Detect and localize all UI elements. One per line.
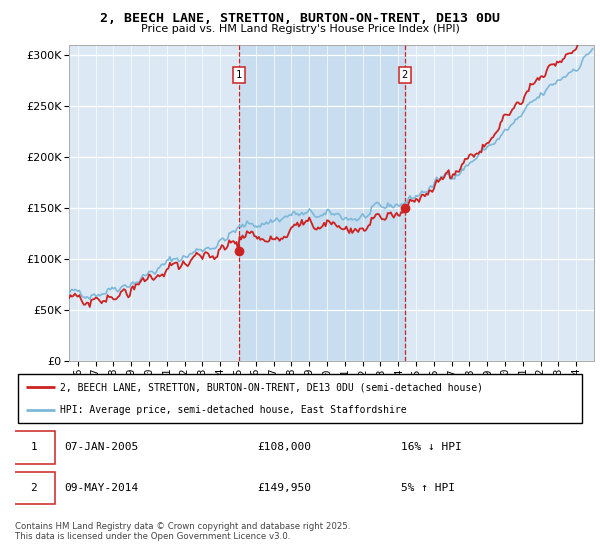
Text: 2: 2	[401, 70, 408, 80]
Text: £108,000: £108,000	[257, 442, 311, 452]
FancyBboxPatch shape	[18, 374, 582, 423]
Text: 5% ↑ HPI: 5% ↑ HPI	[401, 483, 455, 493]
FancyBboxPatch shape	[12, 472, 55, 505]
Text: Price paid vs. HM Land Registry's House Price Index (HPI): Price paid vs. HM Land Registry's House …	[140, 24, 460, 34]
Text: 1: 1	[236, 70, 242, 80]
Text: £149,950: £149,950	[257, 483, 311, 493]
Text: 16% ↓ HPI: 16% ↓ HPI	[401, 442, 461, 452]
Bar	[239, 45, 405, 361]
Text: 2, BEECH LANE, STRETTON, BURTON-ON-TRENT, DE13 0DU: 2, BEECH LANE, STRETTON, BURTON-ON-TRENT…	[100, 12, 500, 25]
FancyBboxPatch shape	[12, 431, 55, 464]
Text: 2: 2	[31, 483, 37, 493]
Text: 1: 1	[31, 442, 37, 452]
Text: HPI: Average price, semi-detached house, East Staffordshire: HPI: Average price, semi-detached house,…	[60, 405, 407, 414]
Text: 09-MAY-2014: 09-MAY-2014	[64, 483, 138, 493]
Text: 07-JAN-2005: 07-JAN-2005	[64, 442, 138, 452]
Text: Contains HM Land Registry data © Crown copyright and database right 2025.
This d: Contains HM Land Registry data © Crown c…	[15, 522, 350, 542]
Text: 2, BEECH LANE, STRETTON, BURTON-ON-TRENT, DE13 0DU (semi-detached house): 2, BEECH LANE, STRETTON, BURTON-ON-TRENT…	[60, 382, 484, 392]
